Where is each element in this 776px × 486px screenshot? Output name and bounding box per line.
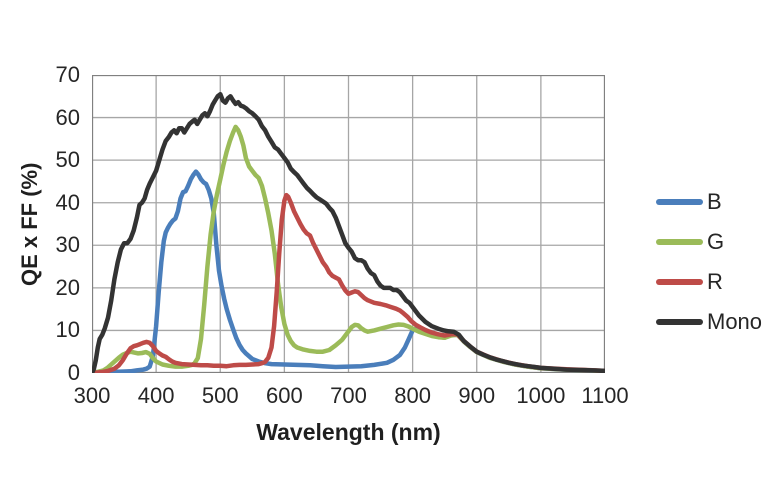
x-tick-label-1000: 1000 <box>516 383 566 408</box>
plot-border <box>92 75 605 373</box>
x-axis-title: Wavelength (nm) <box>256 419 441 445</box>
y-tick-label-40: 40 <box>55 189 80 215</box>
y-tick-label-60: 60 <box>55 104 80 130</box>
plot-area <box>92 75 605 373</box>
x-tick-label-700: 700 <box>330 383 367 408</box>
y-tick-label-0: 0 <box>67 360 80 385</box>
legend-item-g: G <box>656 229 762 255</box>
curve-g <box>92 124 605 373</box>
legend-item-r: R <box>656 269 762 295</box>
legend-label-b: B <box>707 189 722 214</box>
y-tick-label-20: 20 <box>55 274 80 300</box>
legend-swatch-g <box>656 239 703 245</box>
x-tick-label-900: 900 <box>458 383 496 408</box>
y-tick-label-30: 30 <box>55 232 80 258</box>
x-tick-label-1100: 1100 <box>581 383 629 408</box>
curve-r <box>92 192 605 373</box>
x-tick-label-500: 500 <box>201 383 239 408</box>
legend-swatch-r <box>656 279 703 285</box>
legend-label-r: R <box>707 269 723 294</box>
curve-mono <box>92 91 605 373</box>
y-tick-label-50: 50 <box>55 147 80 173</box>
legend-item-mono: Mono <box>656 309 762 335</box>
legend-swatch-b <box>656 199 703 205</box>
x-tick-label-300: 300 <box>73 383 111 408</box>
legend-item-b: B <box>656 189 762 215</box>
x-tick-label-600: 600 <box>266 383 303 408</box>
x-tick-label-400: 400 <box>137 383 175 408</box>
legend-label-g: G <box>707 229 725 254</box>
y-tick-label-10: 10 <box>55 317 80 343</box>
legend: B G R Mono <box>656 189 762 335</box>
x-tick-label-800: 800 <box>394 383 431 408</box>
legend-label-mono: Mono <box>707 309 763 334</box>
y-tick-label-70: 70 <box>55 62 80 87</box>
legend-swatch-mono <box>656 319 703 325</box>
